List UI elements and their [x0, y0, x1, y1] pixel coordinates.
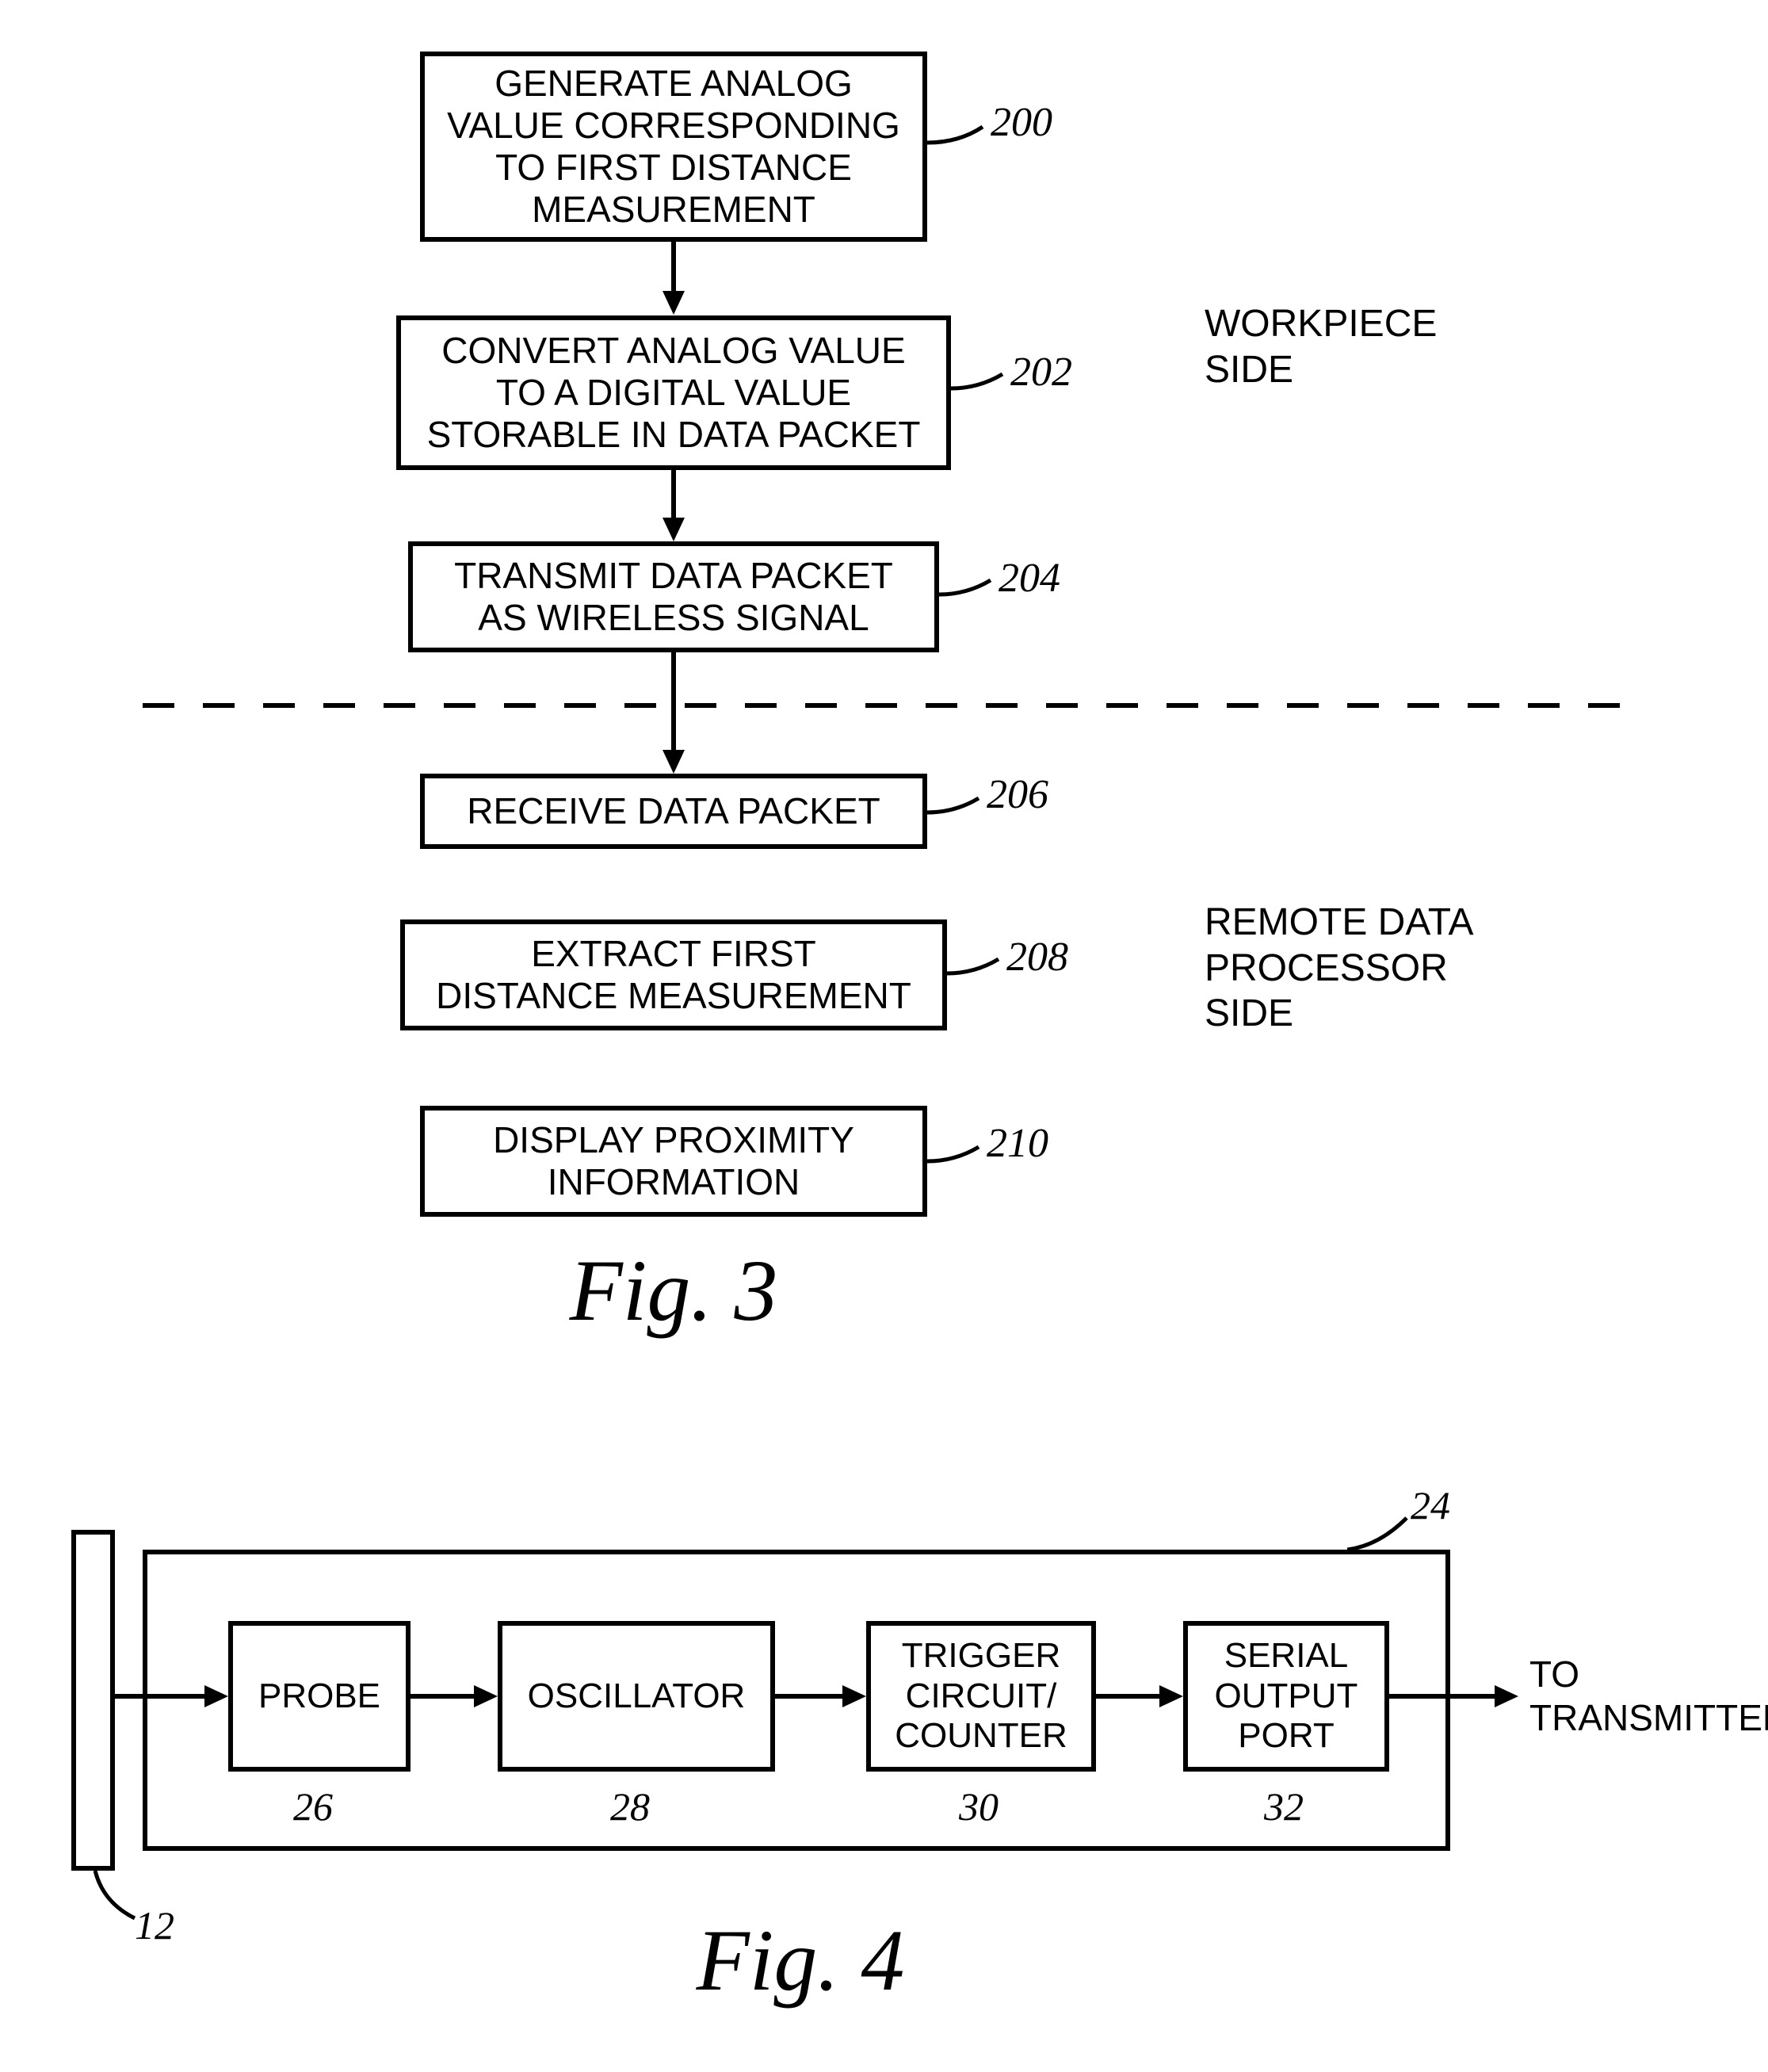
ref-24: 24: [1411, 1482, 1450, 1528]
fig4-trigger-box: TRIGGER CIRCUIT/ COUNTER: [866, 1621, 1096, 1772]
ref-32: 32: [1264, 1783, 1304, 1829]
ref-26: 26: [293, 1783, 333, 1829]
ref-12: 12: [135, 1902, 174, 1948]
flow-box-200: GENERATE ANALOG VALUE CORRESPONDING TO F…: [420, 52, 927, 242]
ref-28: 28: [610, 1783, 650, 1829]
arrow-202-204: [658, 470, 689, 543]
flow-box-210: DISPLAY PROXIMITY INFORMATION: [420, 1106, 927, 1217]
fig4-slab: [71, 1530, 115, 1871]
fig3-caption: Fig. 3: [555, 1241, 792, 1341]
fig4-probe-box: PROBE: [228, 1621, 410, 1772]
dashed-divider: [143, 698, 1625, 713]
fig4-osc-box: OSCILLATOR: [498, 1621, 775, 1772]
ref-204: 204: [999, 555, 1060, 602]
flow-box-202-text: CONVERT ANALOG VALUE TO A DIGITAL VALUE …: [427, 330, 921, 456]
fig4-trigger-text: TRIGGER CIRCUIT/ COUNTER: [895, 1636, 1067, 1757]
arrow-204-206: [658, 652, 689, 775]
ref-208: 208: [1006, 934, 1068, 981]
ref-210: 210: [987, 1120, 1048, 1167]
ref-202: 202: [1010, 349, 1072, 396]
ref-206: 206: [987, 771, 1048, 818]
ref-30: 30: [959, 1783, 999, 1829]
flow-box-204: TRANSMIT DATA PACKET AS WIRELESS SIGNAL: [408, 541, 939, 652]
fig4-output-label: TO TRANSMITTER: [1529, 1653, 1768, 1740]
flow-box-202: CONVERT ANALOG VALUE TO A DIGITAL VALUE …: [396, 315, 951, 470]
flow-box-206: RECEIVE DATA PACKET: [420, 774, 927, 849]
fig4-probe-text: PROBE: [258, 1676, 380, 1717]
flow-box-208: EXTRACT FIRST DISTANCE MEASUREMENT: [400, 919, 947, 1030]
ref-200: 200: [991, 99, 1052, 146]
flow-box-206-text: RECEIVE DATA PACKET: [467, 790, 880, 832]
fig4-osc-text: OSCILLATOR: [528, 1676, 746, 1717]
flow-box-208-text: EXTRACT FIRST DISTANCE MEASUREMENT: [436, 933, 911, 1017]
flow-box-200-text: GENERATE ANALOG VALUE CORRESPONDING TO F…: [447, 63, 900, 231]
flow-box-204-text: TRANSMIT DATA PACKET AS WIRELESS SIGNAL: [454, 555, 893, 639]
fig4-caption: Fig. 4: [674, 1910, 927, 2011]
arrow-200-202: [658, 242, 689, 317]
side-label-workpiece: WORKPIECE SIDE: [1205, 301, 1437, 392]
side-label-remote: REMOTE DATA PROCESSOR SIDE: [1205, 900, 1474, 1037]
flow-box-210-text: DISPLAY PROXIMITY INFORMATION: [493, 1119, 854, 1203]
fig4-serial-box: SERIAL OUTPUT PORT: [1183, 1621, 1389, 1772]
fig4-serial-text: SERIAL OUTPUT PORT: [1215, 1636, 1358, 1757]
